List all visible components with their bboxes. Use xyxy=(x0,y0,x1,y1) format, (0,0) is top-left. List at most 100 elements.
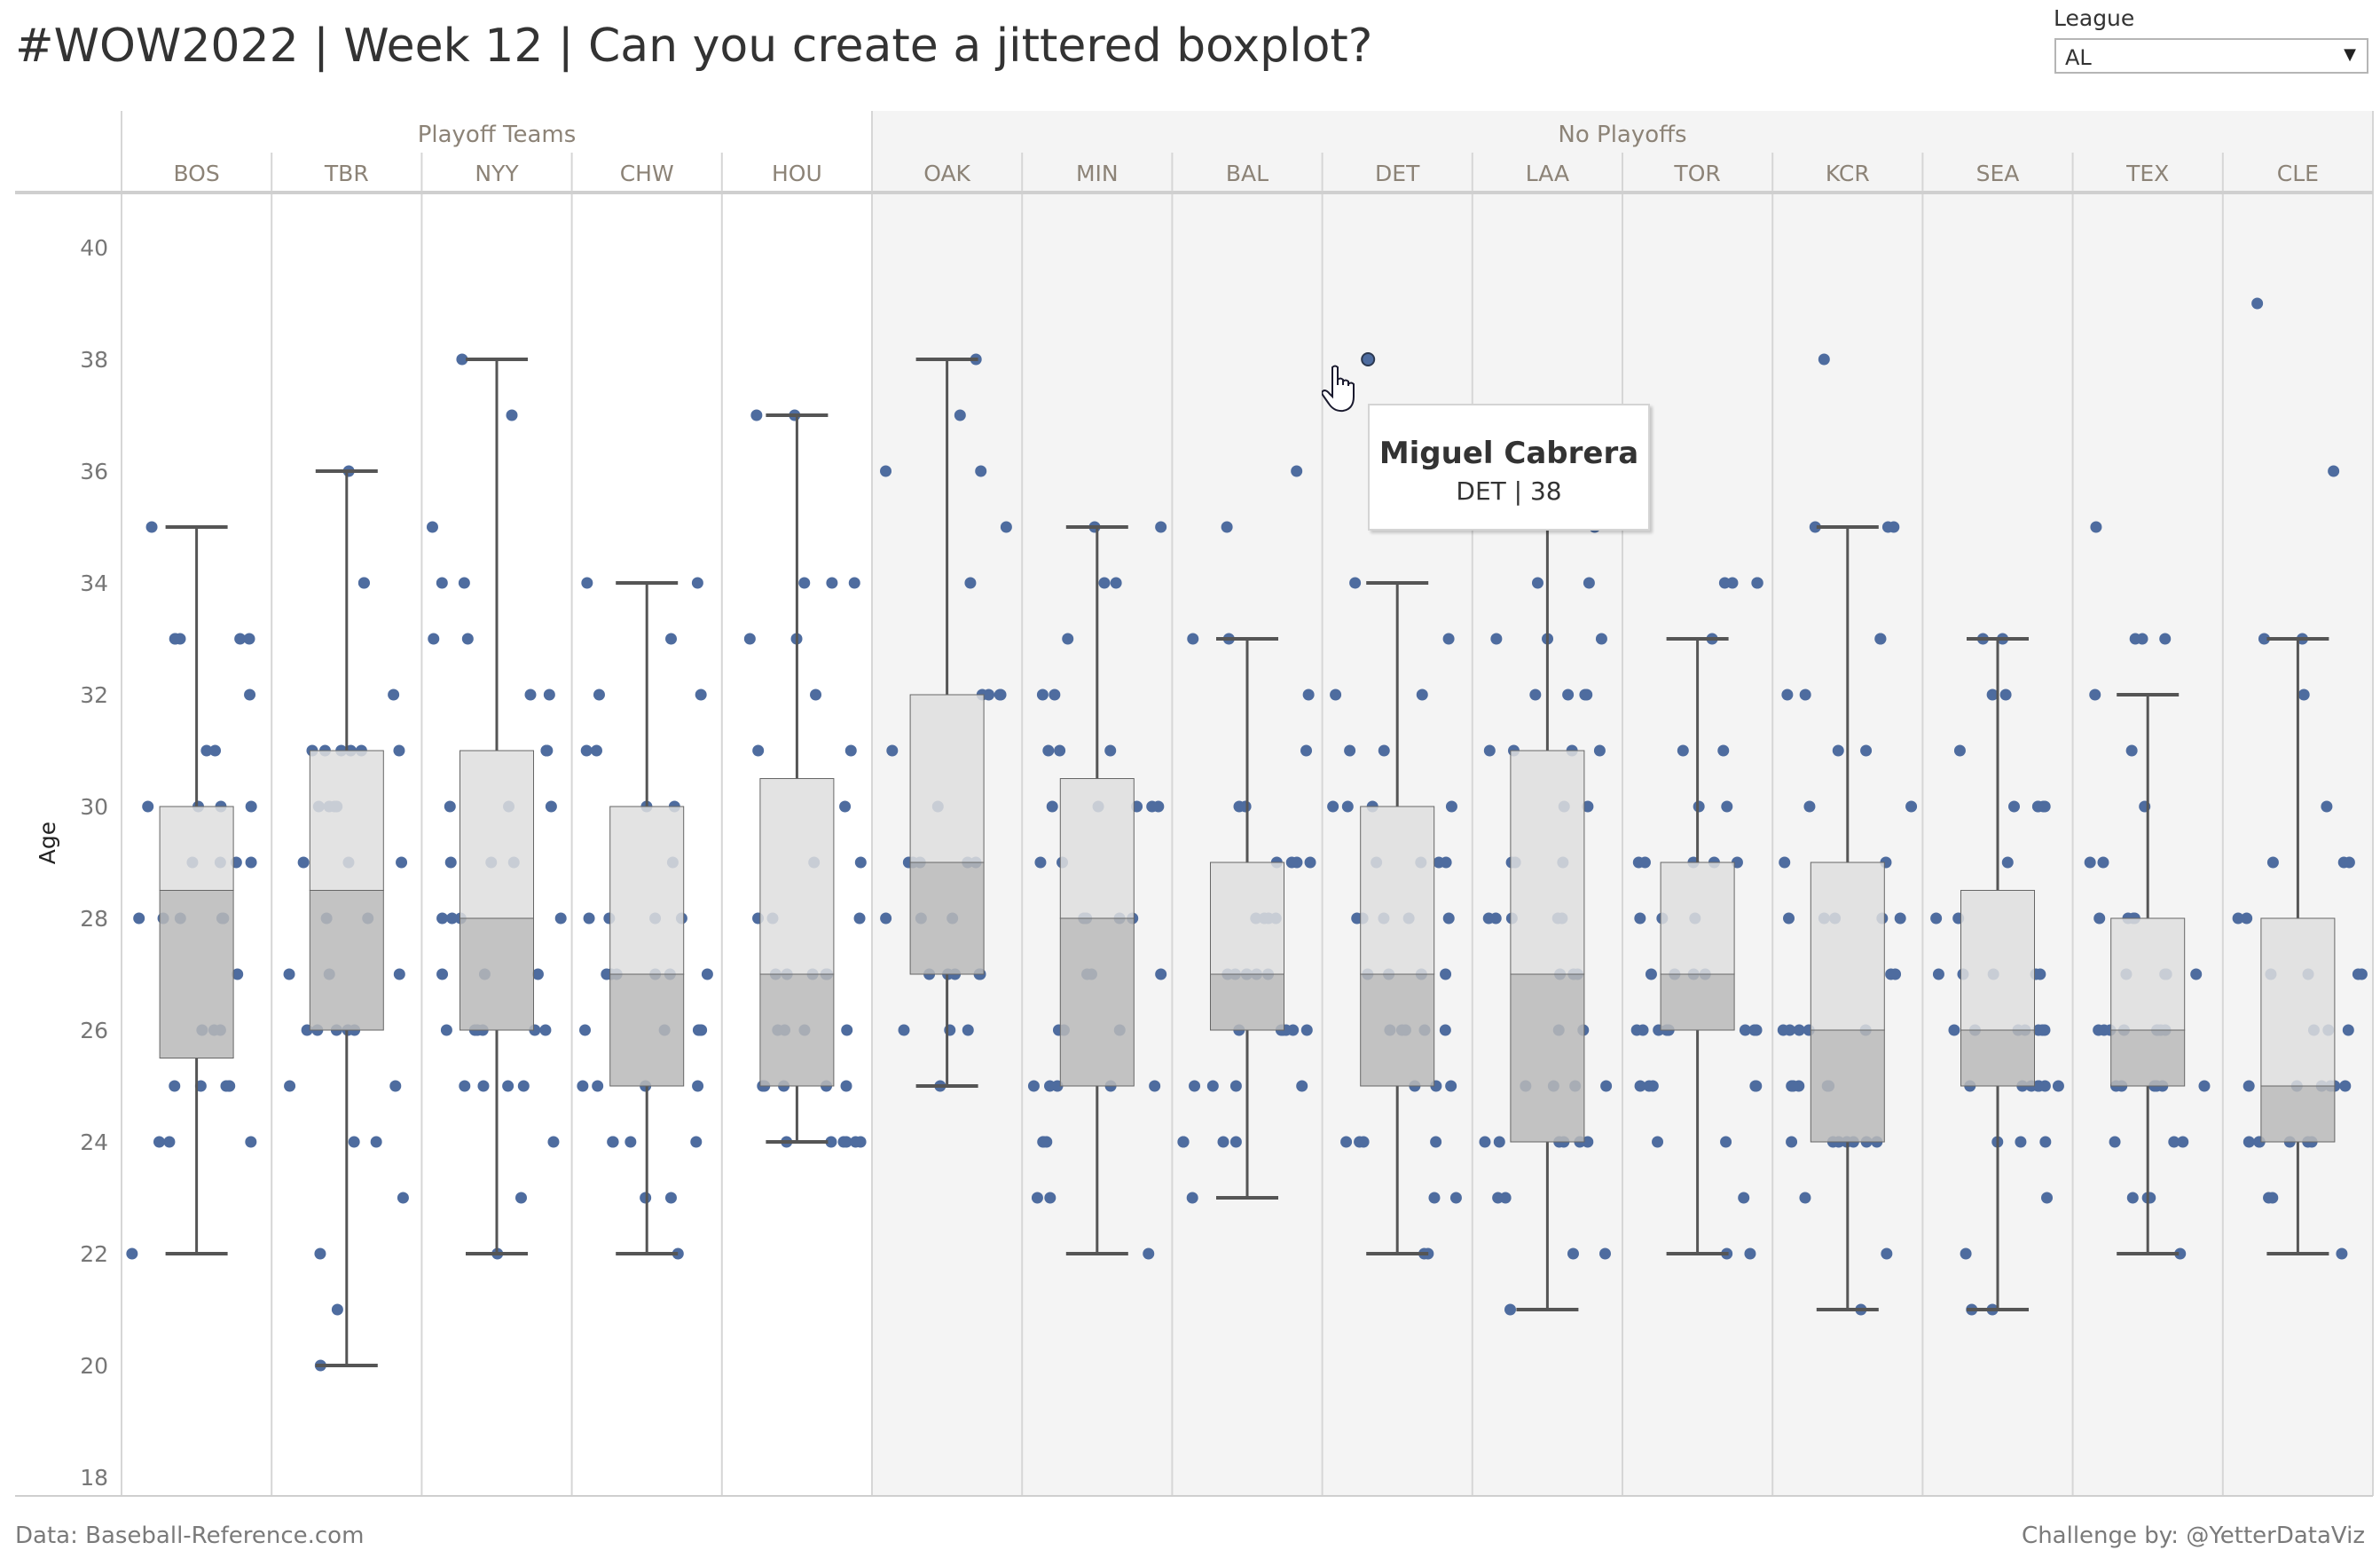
player-dot xyxy=(1149,1080,1161,1092)
player-dot xyxy=(880,912,892,925)
player-dot xyxy=(578,1024,591,1036)
box-lower-half xyxy=(1210,973,1284,1031)
data-source-note: Data: Baseball-Reference.com xyxy=(15,1523,365,1549)
box-lower-half xyxy=(1660,973,1735,1031)
player-dot xyxy=(2258,633,2270,645)
player-dot xyxy=(1777,1024,1789,1036)
player-dot xyxy=(2342,1024,2354,1036)
player-dot xyxy=(1905,800,1918,813)
player-dot xyxy=(2041,1192,2054,1204)
player-dot xyxy=(1229,1136,1242,1148)
player-dot xyxy=(331,1303,343,1316)
player-dot xyxy=(2243,1080,2255,1092)
player-dot xyxy=(1583,577,1595,589)
player-dot xyxy=(245,800,257,813)
player-dot xyxy=(1304,856,1316,869)
y-tick-label: 40 xyxy=(80,235,108,261)
player-dot xyxy=(436,968,449,980)
player-dot xyxy=(1054,744,1066,757)
player-dot xyxy=(1177,1136,1190,1148)
player-dot xyxy=(1889,968,1902,980)
player-dot xyxy=(1643,1080,1655,1092)
player-dot xyxy=(153,1136,165,1148)
team-label: BAL xyxy=(1226,161,1269,186)
team-label: CHW xyxy=(620,161,674,186)
player-dot xyxy=(825,1136,837,1148)
player-dot xyxy=(695,689,707,701)
player-dot xyxy=(1440,856,1452,869)
player-dot xyxy=(664,1192,677,1204)
player-dot xyxy=(1445,800,1457,813)
player-dot xyxy=(1751,577,1763,589)
y-axis-label: Age xyxy=(35,822,60,864)
box-lower-half xyxy=(1360,973,1435,1087)
team-label: CLE xyxy=(2277,161,2319,186)
player-dot xyxy=(2355,968,2368,980)
player-dot xyxy=(133,912,145,925)
player-dot xyxy=(2336,1247,2348,1260)
player-dot xyxy=(2097,856,2109,869)
player-dot xyxy=(2008,800,2021,813)
player-dot xyxy=(428,633,440,645)
box-lower-half xyxy=(2110,1029,2186,1087)
y-tick-label: 28 xyxy=(80,906,108,932)
highlighted-player-dot xyxy=(1361,352,1376,366)
league-dropdown-value: AL xyxy=(2065,45,2092,70)
player-dot xyxy=(2136,633,2148,645)
player-dot xyxy=(1043,1080,1056,1092)
player-dot xyxy=(839,800,852,813)
box-upper-half xyxy=(309,750,384,891)
player-dot xyxy=(540,744,553,757)
player-dot xyxy=(2174,1247,2187,1260)
player-dot xyxy=(2126,1192,2139,1204)
player-dot xyxy=(1593,744,1606,757)
box-lower-half xyxy=(1510,973,1585,1143)
player-dot xyxy=(1781,689,1794,701)
player-dot xyxy=(459,1080,471,1092)
player-dot xyxy=(245,856,257,869)
box-upper-half xyxy=(1059,778,1135,919)
player-dot xyxy=(2032,800,2045,813)
player-dot xyxy=(1189,1080,1201,1092)
player-dot xyxy=(2015,1136,2027,1148)
player-dot xyxy=(691,577,703,589)
player-dot xyxy=(1229,1080,1242,1092)
player-dot xyxy=(2084,856,2096,869)
player-dot xyxy=(1718,577,1731,589)
player-dot xyxy=(810,689,822,701)
player-dot xyxy=(840,1080,852,1092)
player-dot xyxy=(440,1024,452,1036)
league-dropdown[interactable]: AL ▼ xyxy=(2054,38,2368,74)
player-dot xyxy=(461,633,474,645)
team-label: SEA xyxy=(1976,161,2020,186)
chevron-down-icon[interactable]: ▼ xyxy=(2344,45,2356,64)
player-dot xyxy=(502,1080,514,1092)
player-dot xyxy=(1302,689,1315,701)
y-tick-label: 24 xyxy=(80,1129,108,1155)
player-dot xyxy=(2177,1136,2189,1148)
team-label: OAK xyxy=(923,161,970,186)
player-dot xyxy=(1217,1136,1229,1148)
player-dot xyxy=(640,1192,652,1204)
player-dot xyxy=(388,689,400,701)
league-filter-label: League xyxy=(2054,5,2135,31)
player-dot xyxy=(234,633,247,645)
player-dot xyxy=(1155,521,1167,533)
player-dot xyxy=(163,1136,176,1148)
player-dot xyxy=(2052,1080,2064,1092)
y-tick-label: 36 xyxy=(80,459,108,484)
player-dot xyxy=(2090,521,2102,533)
player-dot xyxy=(1750,1024,1763,1036)
player-dot xyxy=(1600,1080,1613,1092)
player-dot xyxy=(1630,1024,1643,1036)
player-dot xyxy=(243,633,255,645)
player-dot xyxy=(1595,633,1607,645)
player-dot xyxy=(798,577,811,589)
team-label: TEX xyxy=(2125,161,2169,186)
player-dot xyxy=(592,1080,604,1092)
player-dot xyxy=(983,689,995,701)
player-dot xyxy=(2093,912,2106,925)
player-dot xyxy=(1598,1247,1611,1260)
player-dot xyxy=(456,353,468,366)
player-dot xyxy=(1034,856,1047,869)
